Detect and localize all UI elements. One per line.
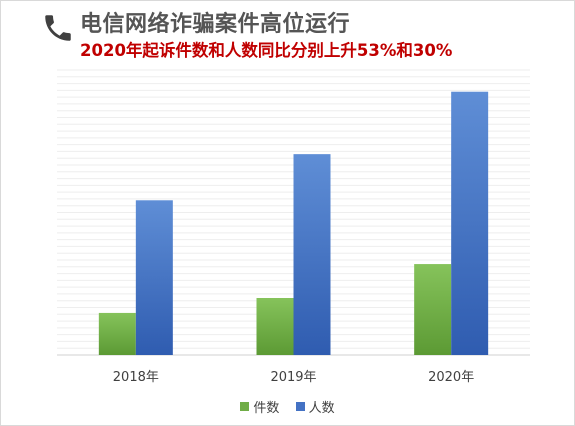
legend-label-jianshu: 件数	[253, 401, 280, 416]
bar-renshu-1	[135, 200, 173, 355]
bar-jianshu-1	[98, 312, 136, 355]
legend-swatch-jianshu	[240, 402, 250, 411]
phone-icon	[45, 15, 71, 41]
x-axis-ticks: 2018年 2019年 2020年	[113, 370, 474, 385]
legend-label-renshu: 人数	[308, 401, 335, 416]
bar-jianshu-3	[414, 264, 452, 355]
chart-subtitle: 2020年起诉件数和人数同比分别上升53%和30%	[80, 41, 453, 60]
legend-item-jianshu: 件数	[240, 397, 279, 416]
bar-renshu-2	[293, 154, 331, 355]
legend-swatch-renshu	[295, 402, 305, 411]
bar-jianshu-2	[256, 298, 294, 355]
bar-renshu-3	[451, 91, 489, 355]
chart-title: 电信网络诈骗案件高位运行	[80, 12, 351, 37]
x-tick-label: 2018年	[113, 370, 159, 385]
bars	[98, 91, 489, 355]
legend-item-renshu: 人数	[295, 397, 335, 416]
x-tick-label: 2019年	[270, 370, 316, 385]
legend: 件数 人数	[0, 397, 575, 416]
x-tick-label: 2020年	[428, 370, 474, 385]
